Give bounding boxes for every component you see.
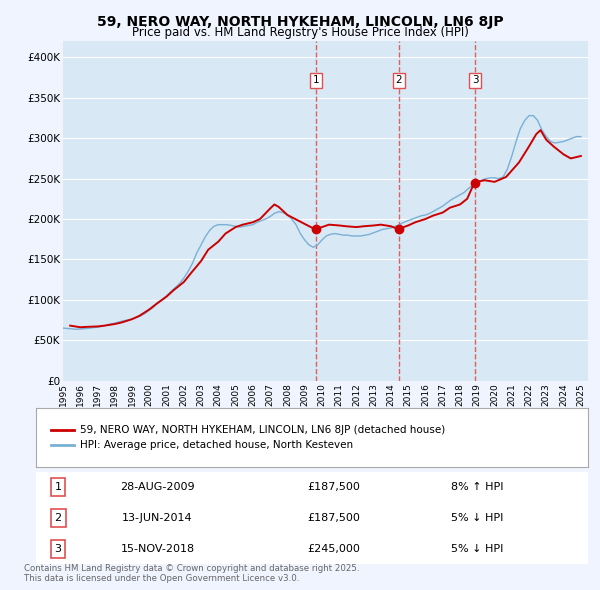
Text: £245,000: £245,000 xyxy=(308,544,361,553)
Text: 5% ↓ HPI: 5% ↓ HPI xyxy=(451,544,504,553)
Text: 15-NOV-2018: 15-NOV-2018 xyxy=(121,544,194,553)
Text: 2: 2 xyxy=(395,76,402,86)
Legend: 59, NERO WAY, NORTH HYKEHAM, LINCOLN, LN6 8JP (detached house), HPI: Average pri: 59, NERO WAY, NORTH HYKEHAM, LINCOLN, LN… xyxy=(47,421,449,454)
Text: 28-AUG-2009: 28-AUG-2009 xyxy=(120,483,195,492)
Text: 2: 2 xyxy=(55,513,62,523)
Text: 1: 1 xyxy=(55,483,62,492)
Text: 59, NERO WAY, NORTH HYKEHAM, LINCOLN, LN6 8JP: 59, NERO WAY, NORTH HYKEHAM, LINCOLN, LN… xyxy=(97,15,503,29)
Text: £187,500: £187,500 xyxy=(308,513,361,523)
Text: 1: 1 xyxy=(313,76,319,86)
Text: 5% ↓ HPI: 5% ↓ HPI xyxy=(451,513,504,523)
Text: £187,500: £187,500 xyxy=(308,483,361,492)
Text: 8% ↑ HPI: 8% ↑ HPI xyxy=(451,483,504,492)
Text: 3: 3 xyxy=(472,76,478,86)
Text: Price paid vs. HM Land Registry's House Price Index (HPI): Price paid vs. HM Land Registry's House … xyxy=(131,26,469,39)
Text: Contains HM Land Registry data © Crown copyright and database right 2025.
This d: Contains HM Land Registry data © Crown c… xyxy=(24,563,359,583)
Text: 13-JUN-2014: 13-JUN-2014 xyxy=(122,513,193,523)
Text: 3: 3 xyxy=(55,544,62,553)
